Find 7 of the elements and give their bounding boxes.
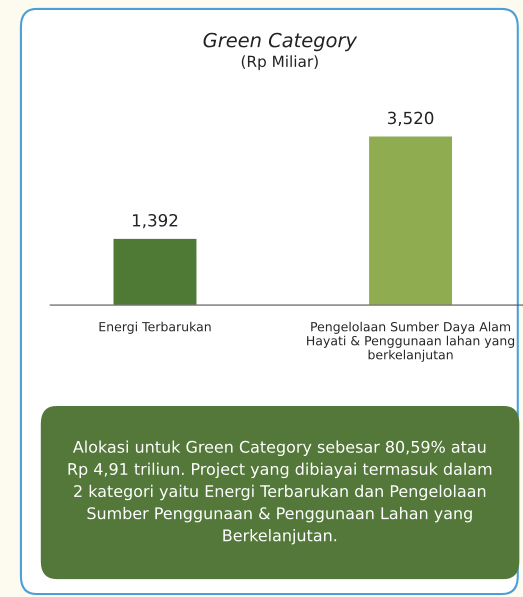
data-label: 1,392 xyxy=(132,214,178,228)
x-tick-label: Energi Terbarukan xyxy=(100,322,211,334)
text: Alokasi untuk Green Category sebesar 80,59% atau Rp 4,91 triliun. Project yang dibiayai termasuk dalam 2 kategori yaitu Energi Terbarukan dan Pengelolaan Sumber Penggunaan & Penggunaan Lahan yang Berkelanjutan. xyxy=(68,440,492,545)
x-tick-label: Pengelolaan Sumber Daya Alam Hayati & Penggunaan lahan yang berkelanjutan xyxy=(307,322,514,362)
data-label: 3,520 xyxy=(388,112,434,126)
chart-title: Green Category xyxy=(204,32,358,52)
chart-subtitle: (Rp Miliar) xyxy=(242,55,318,70)
